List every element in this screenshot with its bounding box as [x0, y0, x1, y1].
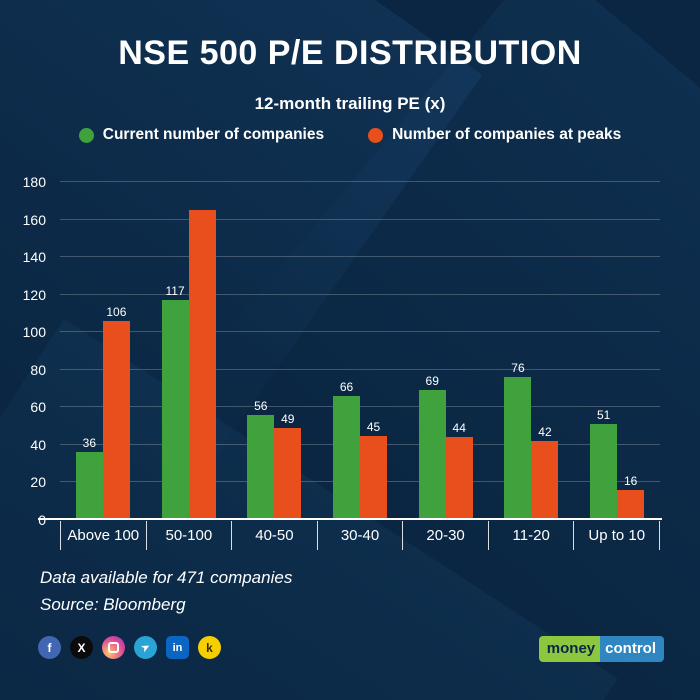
logo-money: money — [538, 636, 601, 662]
bar-current — [418, 390, 446, 520]
gridline — [60, 218, 660, 220]
social-icons-row: f X ➤ in k — [38, 636, 221, 659]
legend-label-current: Current number of companies — [102, 126, 325, 143]
bar-column: 56 — [247, 398, 275, 520]
bar-group: 36 106 — [60, 305, 146, 520]
y-tick-label: 180 — [22, 174, 46, 190]
bar-value-label: 42 — [538, 425, 552, 440]
bar-value-label: 69 — [425, 374, 439, 389]
bar-column: 16 — [617, 473, 645, 520]
bar-current — [247, 414, 275, 520]
legend: Current number of companies Number of co… — [0, 126, 700, 144]
bar-current — [161, 300, 189, 520]
y-tick-label: 160 — [22, 211, 46, 228]
legend-label-peaks: Number of companies at peaks — [392, 126, 622, 143]
gridline — [60, 256, 660, 258]
bar-column: 36 — [75, 436, 103, 520]
y-axis-labels: 0 20 40 60 80 100 120 140 160 180 — [0, 174, 52, 528]
y-tick-label: 140 — [22, 249, 46, 266]
bar-value-label: 51 — [596, 408, 611, 423]
bar-peak — [360, 435, 388, 520]
bar-column: 42 — [531, 425, 559, 520]
category-axis: Above 100 50-100 40-50 30-40 20-30 11-20 Up to… — [60, 521, 661, 550]
x-icon[interactable]: X — [70, 636, 93, 659]
bar-peak — [274, 428, 302, 520]
linkedin-icon[interactable]: in — [166, 636, 189, 659]
category-label: 50-100 — [145, 521, 232, 550]
gridline — [60, 181, 660, 182]
legend-item-current: Current number of companies — [78, 126, 325, 144]
x-axis-line — [38, 518, 662, 520]
bar-peak — [188, 210, 216, 520]
gridline — [60, 368, 660, 370]
legend-item-peaks: Number of companies at peaks — [368, 126, 621, 144]
bar-value-label: 66 — [339, 380, 354, 395]
bar-peak — [445, 437, 473, 520]
chart-subtitle: 12-month trailing PE (x) — [254, 94, 446, 113]
bar-group: 51 16 — [574, 408, 660, 520]
bar-column: 44 — [445, 421, 473, 520]
category-label: 20-30 — [402, 521, 488, 550]
legend-dot-green-icon — [78, 127, 94, 143]
bar-column: 49 — [274, 412, 302, 520]
bar-current — [590, 424, 618, 520]
bar-value-label: 56 — [254, 398, 268, 413]
bar-column: 45 — [360, 419, 388, 520]
category-label: 40-50 — [231, 521, 317, 550]
bar-peak — [102, 320, 130, 520]
page-title: NSE 500 P/E DISTRIBUTION — [118, 34, 582, 72]
bar-value-label: 36 — [82, 436, 97, 451]
bar-value-label: 106 — [106, 304, 127, 319]
bar-current — [333, 396, 361, 520]
y-tick-label: 40 — [30, 436, 46, 453]
footnote-data-availability: Data available for 471 companies — [40, 568, 293, 587]
bar-group: 69 44 — [403, 374, 489, 520]
category-label: Above 100 — [60, 521, 146, 550]
bar-column: 106 — [102, 304, 130, 520]
bar-value-label: 44 — [452, 421, 466, 436]
y-tick-label: 0 — [38, 512, 46, 528]
gridline — [60, 331, 660, 333]
plot-area: 36 106 117 56 49 66 45 69 44 76 42 51 16 — [60, 181, 660, 520]
bar-value-label: 49 — [281, 412, 295, 426]
y-tick-label: 100 — [22, 324, 46, 341]
category-label: 11-20 — [487, 521, 574, 550]
bar-current — [504, 377, 532, 520]
bar-value-label: 76 — [511, 361, 525, 376]
bar-peak — [531, 441, 559, 520]
category-label: Up to 10 — [573, 521, 661, 550]
bar-column: 66 — [333, 380, 361, 520]
category-label: 30-40 — [316, 521, 403, 550]
bar-column: 51 — [590, 408, 618, 520]
bar-groups: 36 106 117 56 49 66 45 69 44 76 42 51 16 — [60, 182, 660, 520]
bar-column: 117 — [161, 284, 189, 520]
y-tick-label: 120 — [22, 286, 46, 303]
footnote-source: Source: Bloomberg — [40, 595, 186, 614]
bar-value-label: 45 — [366, 419, 381, 434]
gridline — [60, 293, 660, 295]
bar-group: 56 49 — [231, 399, 317, 520]
y-tick-label: 20 — [30, 474, 46, 491]
facebook-icon[interactable]: f — [38, 636, 61, 659]
logo-control: control — [600, 636, 664, 662]
telegram-icon[interactable]: ➤ — [134, 636, 157, 659]
legend-dot-orange-icon — [368, 127, 384, 143]
bar-column: 76 — [504, 361, 532, 520]
instagram-icon[interactable] — [102, 636, 125, 659]
bar-group: 117 — [146, 194, 232, 520]
bar-group: 66 45 — [317, 380, 403, 520]
bar-column — [188, 194, 216, 520]
bar-column: 69 — [418, 374, 446, 520]
koo-icon[interactable]: k — [198, 636, 221, 659]
bar-value-label: 16 — [623, 473, 638, 488]
bar-value-label: 117 — [165, 284, 185, 299]
y-tick-label: 60 — [30, 399, 46, 416]
bar-group: 76 42 — [489, 361, 575, 520]
y-tick-label: 80 — [30, 361, 46, 378]
bar-current — [75, 452, 103, 520]
moneycontrol-logo: money control — [538, 636, 664, 662]
bar-peak — [617, 489, 645, 520]
